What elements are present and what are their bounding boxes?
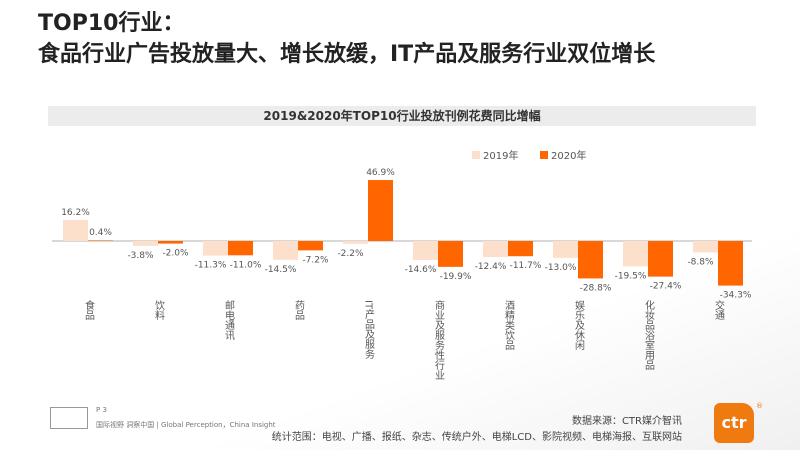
legend-label: 2020年 — [551, 149, 586, 162]
data-label: -27.4% — [650, 282, 682, 292]
data-scope: 统计范围：电视、广播、报纸、杂志、传统户外、电梯LCD、影院视频、电梯海报、互联… — [271, 432, 682, 443]
bar-2019年 — [693, 241, 718, 253]
data-source: 数据来源：CTR媒介智讯 — [571, 416, 682, 427]
bar-2019年 — [483, 241, 508, 258]
bar-2019年 — [553, 241, 578, 258]
data-label: -2.2% — [337, 249, 364, 259]
page-number: P 3 — [96, 406, 107, 414]
bar-2019年 — [63, 219, 88, 241]
bar-2020年 — [648, 241, 673, 277]
data-label: -14.5% — [265, 265, 297, 275]
bar-2019年 — [203, 241, 228, 256]
data-label: 16.2% — [61, 208, 90, 218]
data-label: -12.4% — [475, 262, 507, 272]
bar-2020年 — [298, 241, 323, 251]
bar-2019年 — [413, 241, 438, 260]
data-label: -34.3% — [720, 291, 752, 301]
legend-swatch — [540, 151, 548, 159]
data-label: 46.9% — [366, 168, 395, 178]
category-label: 娱乐及休闲 — [573, 299, 585, 351]
category-label: IT产品及服务 — [363, 300, 375, 360]
data-label: -13.0% — [545, 263, 577, 273]
category-label: 化妆品浴室用品 — [643, 299, 655, 371]
bar-2020年 — [88, 240, 113, 241]
data-label: -2.0% — [162, 249, 189, 259]
chart-title: 2019&2020年TOP10行业投放刊例花费同比增幅 — [48, 106, 756, 126]
data-label: -19.9% — [440, 272, 472, 282]
title-line-2: 食品行业广告投放量大、增长放缓，IT产品及服务行业双位增长 — [38, 42, 656, 67]
slogan: 国际视野 洞察中国 | Global Perception，China Insi… — [96, 421, 276, 429]
data-label: -7.2% — [302, 255, 329, 265]
category-label: 邮电通讯 — [223, 299, 235, 341]
bar-2020年 — [438, 241, 463, 267]
data-label: -8.8% — [687, 257, 714, 267]
page-title: TOP10行业： 食品行业广告投放量大、增长放缓，IT产品及服务行业双位增长 — [38, 8, 655, 70]
bar-chart: 16.2% 0.4% 食品 -3.8% -2.0% 饮料 -11.3% -11.0% 邮电通讯 -… — [52, 149, 752, 380]
data-label: -28.8% — [580, 283, 612, 293]
bar-2020年 — [228, 241, 253, 256]
bar-2020年 — [368, 180, 393, 241]
ctr-logo: ctr — [714, 403, 754, 443]
bar-2019年 — [343, 241, 368, 244]
certification-logo — [50, 407, 88, 429]
category-label: 商业及服务性行业 — [433, 299, 445, 380]
title-line-1: TOP10行业： — [38, 11, 185, 36]
category-label: 饮料 — [153, 299, 165, 321]
category-label: 酒精类饮品 — [503, 300, 515, 351]
data-label: -11.3% — [195, 261, 227, 271]
category-label: 交通 — [713, 299, 725, 320]
data-label: 0.4% — [89, 228, 112, 238]
data-label: -11.0% — [230, 260, 262, 270]
bar-2020年 — [158, 241, 183, 244]
legend-swatch — [472, 151, 480, 159]
data-label: -14.6% — [405, 265, 437, 275]
bar-2019年 — [133, 241, 158, 246]
data-label: -3.8% — [127, 251, 154, 261]
bar-2020年 — [508, 241, 533, 257]
category-label: 药品 — [293, 300, 305, 321]
legend-label: 2019年 — [483, 149, 518, 162]
bar-2020年 — [578, 241, 603, 279]
bar-2020年 — [718, 241, 743, 286]
bar-2019年 — [273, 241, 298, 260]
data-label: -11.7% — [510, 261, 542, 271]
data-label: -19.5% — [615, 271, 647, 281]
bar-2019年 — [623, 241, 648, 267]
registered-mark: ® — [756, 402, 763, 410]
category-label: 食品 — [83, 299, 95, 321]
